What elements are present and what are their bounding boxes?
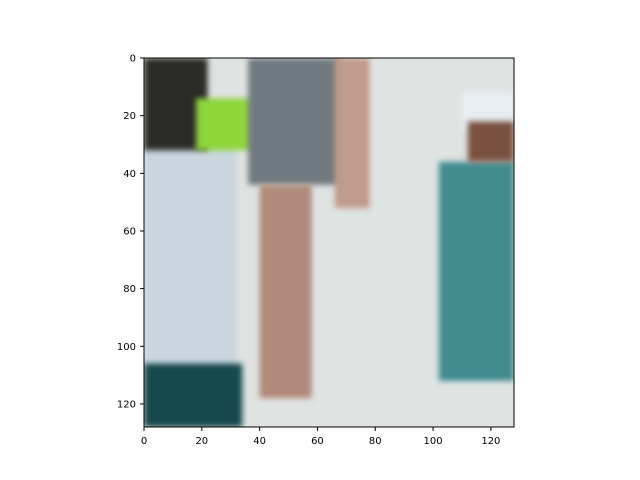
x-tick-label: 60 [311,436,324,447]
green-fruit-region [196,98,254,151]
x-tick-label: 120 [481,436,500,447]
x-axis: 0 20 40 60 80 100 120 [141,427,500,447]
y-tick-label: 60 [123,226,136,237]
x-tick-label: 100 [424,436,443,447]
axes-frame [143,57,515,428]
woman-dress-region [248,58,341,185]
boy-right-shirt-region [438,161,514,381]
boy-right-face-region [467,121,514,162]
image-area [144,58,514,427]
y-axis: 0 20 40 60 80 100 120 [117,54,144,410]
y-tick-label: 120 [117,399,136,410]
x-tick-label: 0 [141,436,147,447]
boy-left-shirt-region [144,144,237,370]
y-tick-label: 100 [117,342,136,353]
y-tick-label: 80 [123,284,136,295]
boy-left-shorts-region [144,363,243,427]
woman-arm-region [334,58,370,208]
woman-legs-region [259,184,312,399]
x-tick-label: 20 [195,436,208,447]
y-tick-label: 0 [130,54,136,65]
x-tick-label: 80 [369,436,382,447]
x-tick-label: 40 [253,436,266,447]
y-tick-label: 40 [123,169,136,180]
y-tick-label: 20 [123,111,136,122]
